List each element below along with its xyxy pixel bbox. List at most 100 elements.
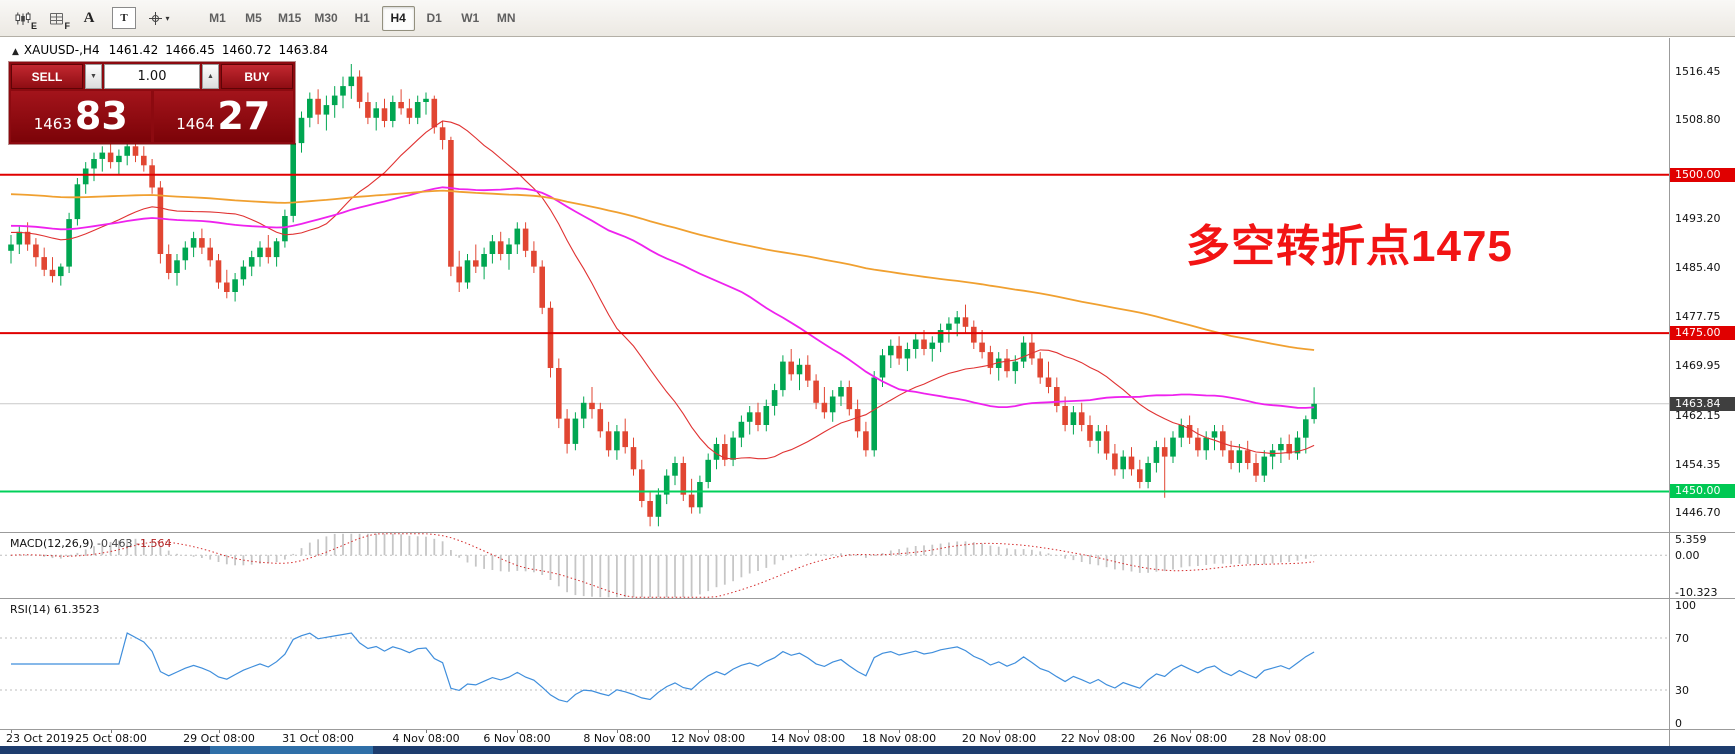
indicator-grid-icon[interactable]: F: [41, 5, 71, 32]
price-tag: 1463.84: [1670, 397, 1735, 411]
timeframe-m5-button[interactable]: M5: [245, 11, 262, 25]
icon-sub-label: E: [30, 20, 37, 31]
timeframe-m30-button[interactable]: M30: [314, 11, 338, 25]
time-axis[interactable]: 23 Oct 2019 25 Oct 08:00 29 Oct 08:00 31 Oc…: [0, 730, 1669, 746]
chart-candles-icon[interactable]: E: [8, 5, 38, 32]
time-axis-tick: [111, 730, 112, 733]
time-axis-label: 23 Oct 2019: [6, 732, 75, 745]
icon-sub-label: F: [64, 20, 71, 31]
ohlc-low: 1460.72: [221, 43, 272, 57]
time-axis-label: 6 Nov 08:00: [483, 732, 551, 745]
price-scale-label: 1493.20: [1675, 212, 1721, 225]
time-axis-label: 22 Nov 08:00: [1060, 732, 1136, 745]
sell-price-pips: 83: [74, 94, 128, 138]
price-scale-label: 1477.75: [1675, 310, 1721, 323]
time-axis-label: 25 Oct 08:00: [75, 732, 147, 745]
time-axis-tick: [708, 730, 709, 733]
bottom-window-strip-segment: [210, 746, 373, 754]
timeframe-button-group: M1 M5 M15 M30 H1 H4 D1 W1 MN: [201, 5, 523, 31]
rsi-value: 61.3523: [53, 603, 100, 616]
rsi-scale-label: 0: [1675, 717, 1682, 730]
time-axis-tick: [517, 730, 518, 733]
time-axis-label: 28 Nov 08:00: [1251, 732, 1327, 745]
ohlc-high: 1466.45: [165, 43, 215, 57]
time-axis-label: 8 Nov 08:00: [583, 732, 651, 745]
timeframe-m1-button[interactable]: M1: [209, 11, 226, 25]
timeframe-m15-button[interactable]: M15: [278, 11, 302, 25]
time-axis-label: 12 Nov 08:00: [670, 732, 746, 745]
toolbar: E F A T ▾ M1 M5 M15 M30 H1 H4 D1 W1 MN: [0, 0, 1735, 37]
price-scale-label: 1508.80: [1675, 113, 1721, 126]
time-axis-label: 4 Nov 08:00: [392, 732, 460, 745]
buy-price-main: 1464: [176, 115, 215, 133]
price-scale-label: 1462.15: [1675, 409, 1721, 422]
time-axis-tick: [999, 730, 1000, 733]
time-axis-label: 26 Nov 08:00: [1152, 732, 1228, 745]
time-axis-tick: [1190, 730, 1191, 733]
price-scale-label: 1469.95: [1675, 359, 1721, 372]
text-tool-icon[interactable]: A: [74, 5, 104, 32]
sell-price-display[interactable]: 1463 83: [11, 91, 151, 142]
rsi-indicator-chart[interactable]: [0, 599, 1669, 729]
volume-increase-button[interactable]: ▲: [202, 64, 219, 89]
macd-scale-label: 5.359: [1675, 533, 1707, 546]
macd-scale-label: 0.00: [1675, 549, 1700, 562]
volume-input[interactable]: [104, 64, 200, 89]
rsi-scale-label: 70: [1675, 632, 1689, 645]
time-axis-tick: [808, 730, 809, 733]
rsi-scale-label: 30: [1675, 684, 1689, 697]
time-axis-tick: [1098, 730, 1099, 733]
text-tool-letter: A: [83, 9, 95, 26]
price-scale-label: 1446.70: [1675, 506, 1721, 519]
time-axis-tick: [318, 730, 319, 733]
timeframe-h1-button[interactable]: H1: [354, 11, 370, 25]
time-axis-tick: [219, 730, 220, 733]
chart-annotation-text: 多空转折点1475: [1186, 222, 1513, 271]
time-axis-tick: [617, 730, 618, 733]
time-axis-label: 20 Nov 08:00: [961, 732, 1037, 745]
time-axis-label: 14 Nov 08:00: [770, 732, 846, 745]
buy-price-display[interactable]: 1464 27: [153, 91, 293, 142]
ohlc-close: 1463.84: [278, 43, 329, 57]
time-axis-tick: [426, 730, 427, 733]
price-scale-label: 1516.45: [1675, 65, 1721, 78]
macd-indicator-chart[interactable]: [0, 533, 1669, 598]
price-scale-label: 1454.35: [1675, 458, 1721, 471]
panel-divider[interactable]: [0, 729, 1735, 730]
timeframe-d1-button[interactable]: D1: [426, 11, 442, 25]
rsi-label: RSI(14) 61.3523: [10, 603, 99, 616]
bottom-window-strip: [0, 746, 1735, 754]
buy-price-pips: 27: [217, 94, 271, 138]
macd-signal-value: -1.564: [136, 537, 172, 550]
timeframe-h4-button[interactable]: H4: [381, 5, 415, 31]
timeframe-mn-button[interactable]: MN: [496, 11, 516, 25]
time-axis-label: 29 Oct 08:00: [183, 732, 255, 745]
sell-price-main: 1463: [33, 115, 72, 133]
volume-decrease-button[interactable]: ▼: [85, 64, 102, 89]
buy-button[interactable]: BUY: [221, 64, 293, 89]
price-tag: 1475.00: [1670, 326, 1735, 340]
time-axis-label: 31 Oct 08:00: [282, 732, 354, 745]
sell-button[interactable]: SELL: [11, 64, 83, 89]
time-axis-tick: [899, 730, 900, 733]
macd-name: MACD(12,26,9): [10, 537, 94, 550]
crosshair-tool-icon[interactable]: ▾: [144, 5, 174, 32]
one-click-toggle-icon[interactable]: ▲: [12, 47, 19, 57]
dropdown-caret-icon[interactable]: ▾: [165, 13, 170, 23]
time-axis-tick: [11, 730, 12, 733]
macd-scale-label: -10.323: [1675, 586, 1718, 599]
macd-label: MACD(12,26,9) -0.463 -1.564: [10, 537, 171, 550]
symbol-title: XAUUSD-,H4: [23, 43, 100, 57]
timeframe-w1-button[interactable]: W1: [461, 11, 480, 25]
chart-header: ▲ XAUUSD-,H4 1461.42 1466.45 1460.72 1463.84: [12, 43, 335, 57]
price-tag: 1500.00: [1670, 168, 1735, 182]
price-scale[interactable]: 1516.45 1508.80 1493.20 1485.40 1477.75 1469.…: [1669, 38, 1735, 746]
rsi-scale-label: 100: [1675, 599, 1696, 612]
rsi-name: RSI(14): [10, 603, 51, 616]
macd-main-value: -0.463: [97, 537, 133, 550]
price-tag: 1450.00: [1670, 484, 1735, 498]
text-label-tool-icon[interactable]: T: [112, 7, 136, 29]
panel-divider[interactable]: [0, 532, 1735, 533]
panel-divider[interactable]: [0, 598, 1735, 599]
